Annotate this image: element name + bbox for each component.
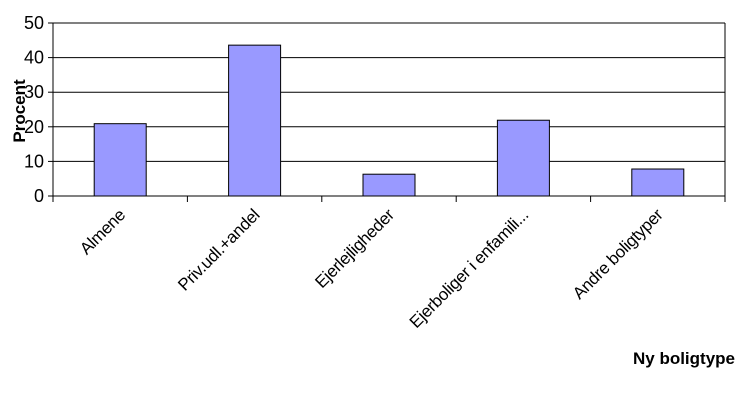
y-tick-label: 30 bbox=[24, 82, 44, 102]
bar bbox=[362, 173, 416, 197]
bars bbox=[93, 44, 685, 197]
x-tick-label: Andre boligtyper bbox=[569, 205, 667, 303]
x-tick-labels: Almene Priv.udl.+andel Ejerlejligheder Ejer… bbox=[76, 205, 667, 332]
x-tick-label: Priv.udl.+andel bbox=[174, 205, 263, 294]
y-tick-label: 40 bbox=[24, 48, 44, 68]
bar bbox=[496, 119, 550, 197]
bar bbox=[228, 44, 282, 197]
gridlines bbox=[53, 22, 725, 162]
y-tick-label: 20 bbox=[24, 117, 44, 137]
bar bbox=[93, 123, 147, 197]
y-tick-label: 10 bbox=[24, 151, 44, 171]
y-axis-title: Procent bbox=[10, 79, 29, 143]
x-tick-label: Ejerlejligheder bbox=[311, 205, 398, 292]
x-axis-title: Ny boligtype bbox=[633, 349, 735, 368]
bar bbox=[631, 168, 685, 197]
y-tick-label: 0 bbox=[34, 186, 44, 206]
y-tick-labels: 0 10 20 30 40 50 bbox=[24, 13, 44, 206]
x-tick-label: Ejerboliger i enfamili... bbox=[406, 205, 532, 331]
x-tick-label: Almene bbox=[76, 205, 129, 258]
axes bbox=[48, 22, 726, 202]
y-tick-label: 50 bbox=[24, 13, 44, 33]
